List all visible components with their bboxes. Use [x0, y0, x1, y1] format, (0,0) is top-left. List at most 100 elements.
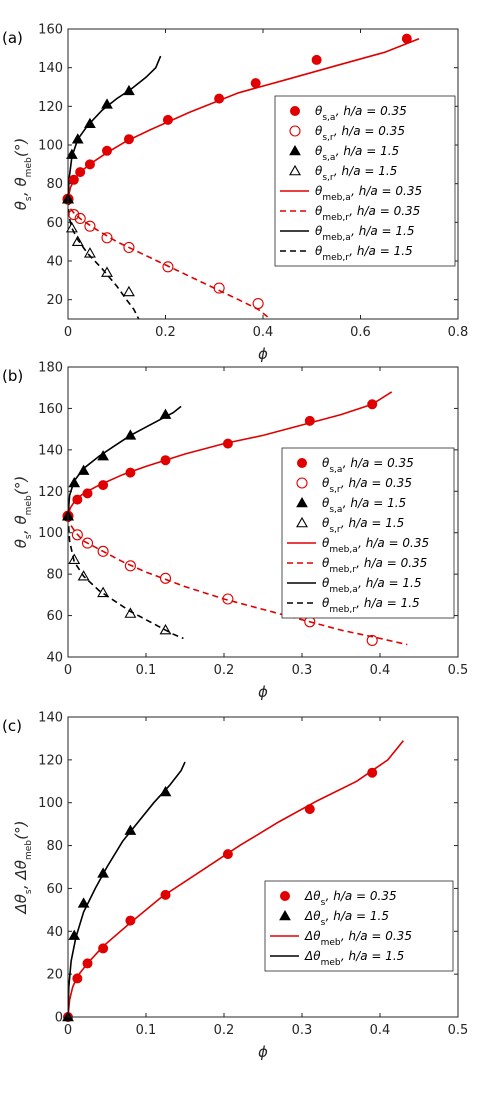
data-point-0	[367, 767, 378, 778]
x-tick-label: 0.1	[136, 1023, 157, 1038]
y-tick-label: 80	[46, 177, 63, 192]
legend-label: θmeb,a , h/a = 0.35	[322, 536, 429, 555]
legend-box	[274, 95, 456, 267]
data-point-1	[366, 634, 378, 646]
label-text: , h/a = 1.5	[356, 596, 419, 610]
data-point-0	[98, 943, 109, 954]
x-tick-label: 0.2	[155, 325, 176, 340]
plot-frame	[67, 716, 459, 1018]
y-tick-label: 160	[38, 402, 63, 417]
y-axis-label: Δθs , Δθmeb (°)	[12, 820, 34, 914]
data-point-1	[68, 209, 80, 221]
label-symbol: θ	[322, 496, 330, 510]
legend-label: θs,a , h/a = 0.35	[315, 104, 407, 123]
data-point-0	[75, 167, 86, 178]
legend-label: Δθs , h/a = 0.35	[304, 889, 397, 908]
data-point-1	[213, 282, 225, 294]
label-symbol: θ	[12, 177, 30, 186]
panel-label: (b)	[2, 367, 23, 385]
legend-label: θs,r , h/a = 1.5	[315, 164, 397, 183]
data-point-0	[125, 467, 136, 478]
label-symbol: θ	[315, 184, 323, 198]
data-point-2	[66, 148, 78, 159]
x-tick-label: 0	[64, 325, 72, 340]
x-axis-label: ϕ	[258, 345, 268, 363]
label-symbol: θ	[322, 536, 330, 550]
data-point-1	[162, 261, 174, 273]
plot-frame	[67, 366, 459, 658]
y-tick-label: 60	[46, 216, 63, 231]
y-tick-label: 140	[38, 443, 63, 458]
data-point-1	[97, 867, 109, 878]
label-symbol: Δθ	[12, 894, 30, 914]
plot-area	[68, 740, 405, 1017]
legend-marker	[296, 496, 308, 508]
data-point-1	[81, 537, 94, 549]
label-text: , h/a = 1.5	[343, 496, 406, 510]
y-tick-label: 140	[38, 61, 63, 76]
legend-label: Δθmeb , h/a = 0.35	[304, 929, 412, 948]
label-symbol: Δθ	[304, 929, 321, 943]
label-symbol: Δθ	[304, 909, 321, 923]
legend-marker	[289, 144, 301, 156]
label-symbol: θ	[315, 204, 323, 218]
legend-label: θmeb,r , h/a = 0.35	[315, 204, 420, 223]
label-symbol: θ	[322, 516, 330, 530]
label-symbol: θ	[315, 244, 323, 258]
y-tick-label: 140	[38, 711, 63, 726]
x-tick-label: 0.4	[370, 1023, 391, 1038]
y-tick-label: 20	[46, 293, 63, 308]
y-tick-label: 160	[38, 23, 63, 38]
label-text: , h/a = 1.5	[341, 516, 404, 530]
data-point-3	[122, 285, 135, 297]
label-subscript: s,a	[322, 153, 335, 163]
label-subscript: s,a	[322, 113, 335, 123]
label-symbol: Δθ	[304, 949, 321, 963]
label-symbol: θ	[315, 164, 323, 178]
y-tick-label: 40	[46, 925, 63, 940]
y-tick-label: 80	[46, 568, 63, 583]
label-subscript: s,r	[322, 133, 334, 143]
data-point-0	[222, 438, 233, 449]
y-tick-label: 120	[38, 753, 63, 768]
y-tick-label: 0	[55, 1011, 63, 1026]
label-symbol: θ	[315, 144, 323, 158]
data-point-0	[222, 849, 233, 860]
x-tick-label: 0.2	[214, 663, 235, 678]
data-point-2	[101, 98, 113, 109]
label-text: , h/a = 0.35	[326, 889, 397, 903]
series-line-7	[68, 516, 184, 640]
label-subscript: s	[24, 534, 34, 539]
legend-marker	[279, 909, 291, 921]
legend-label: Δθmeb , h/a = 1.5	[304, 949, 404, 968]
data-point-2	[84, 117, 96, 128]
label-subscript: meb	[24, 495, 34, 515]
y-tick-label: 40	[46, 255, 63, 270]
label-subscript: meb	[321, 938, 341, 948]
label-subscript: meb,r	[329, 565, 356, 575]
label-symbol: θ	[315, 124, 323, 138]
data-point-3	[83, 247, 96, 258]
label-subscript: meb,r	[322, 213, 349, 223]
x-tick-label: 0.8	[448, 325, 469, 340]
data-point-2	[77, 464, 90, 475]
data-point-1	[222, 593, 234, 605]
label-text: (°)	[12, 820, 30, 839]
label-subscript: meb	[321, 958, 341, 968]
label-subscript: s,r	[329, 525, 341, 535]
legend-label: θmeb,a , h/a = 1.5	[322, 576, 421, 595]
label-text: , h/a = 0.35	[358, 536, 429, 550]
data-point-0	[72, 973, 83, 984]
legend-marker	[289, 125, 301, 137]
label-text: , h/a = 1.5	[334, 164, 397, 178]
legend-label: θmeb,r , h/a = 1.5	[315, 244, 413, 263]
data-point-0	[102, 145, 112, 156]
label-symbol: θ	[322, 576, 330, 590]
data-point-1	[159, 572, 172, 584]
x-tick-label: 0.6	[350, 325, 371, 340]
data-point-1	[74, 212, 86, 225]
label-symbol: θ	[12, 515, 30, 524]
series-line-5	[68, 515, 408, 646]
label-subscript: meb,a	[329, 545, 357, 555]
